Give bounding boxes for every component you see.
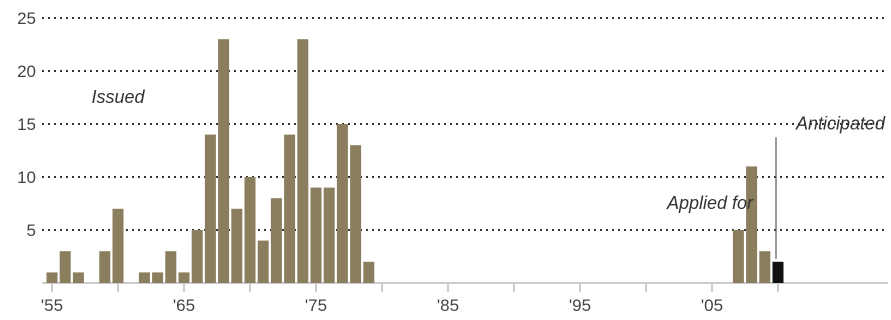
bar-issued-2008	[746, 166, 758, 283]
y-tick-label-25: 25	[17, 9, 36, 28]
annotation-issued: Issued	[91, 87, 145, 107]
bar-issued-1962	[138, 272, 150, 283]
bar-issued-1979	[363, 261, 375, 283]
bar-issued-1967	[204, 134, 216, 283]
x-tick-label-1955: '55	[41, 296, 63, 315]
bar-issued-1960	[112, 208, 124, 283]
y-tick-label-15: 15	[17, 115, 36, 134]
bar-issued-1955	[46, 272, 58, 283]
bar-issued-1977	[336, 124, 348, 283]
bar-issued-1968	[218, 39, 230, 284]
bar-issued-1964	[165, 251, 177, 283]
bar-issued-1969	[231, 208, 243, 283]
bar-issued-1965	[178, 272, 190, 283]
bar-issued-2007	[732, 230, 744, 283]
bar-issued-1972	[270, 198, 282, 283]
bar-issued-1959	[99, 251, 111, 283]
annotation-anticipated: Anticipated	[795, 113, 886, 133]
bar-issued-2009	[759, 251, 771, 283]
bar-issued-1978	[350, 145, 362, 283]
x-tick-label-1995: '95	[569, 296, 591, 315]
bar-issued-1956	[59, 251, 71, 283]
bar-issued-1957	[72, 272, 84, 283]
y-tick-label-10: 10	[17, 168, 36, 187]
bar-issued-1973	[284, 134, 296, 283]
annotation-applied-for: Applied for	[666, 193, 754, 213]
x-tick-label-2005: '05	[701, 296, 723, 315]
bar-issued-1974	[297, 39, 309, 284]
x-tick-label-1965: '65	[173, 296, 195, 315]
x-tick-label-1975: '75	[305, 296, 327, 315]
bar-issued-1975	[310, 187, 322, 283]
bar-issued-1970	[244, 177, 256, 283]
bar-issued-1971	[257, 240, 269, 283]
y-tick-label-5: 5	[27, 221, 36, 240]
x-tick-label-1985: '85	[437, 296, 459, 315]
y-tick-label-20: 20	[17, 62, 36, 81]
bar-issued-1966	[191, 230, 203, 283]
bar-issued-1976	[323, 187, 335, 283]
bar-anticipated-2010	[772, 261, 784, 283]
bar-issued-1963	[152, 272, 164, 283]
